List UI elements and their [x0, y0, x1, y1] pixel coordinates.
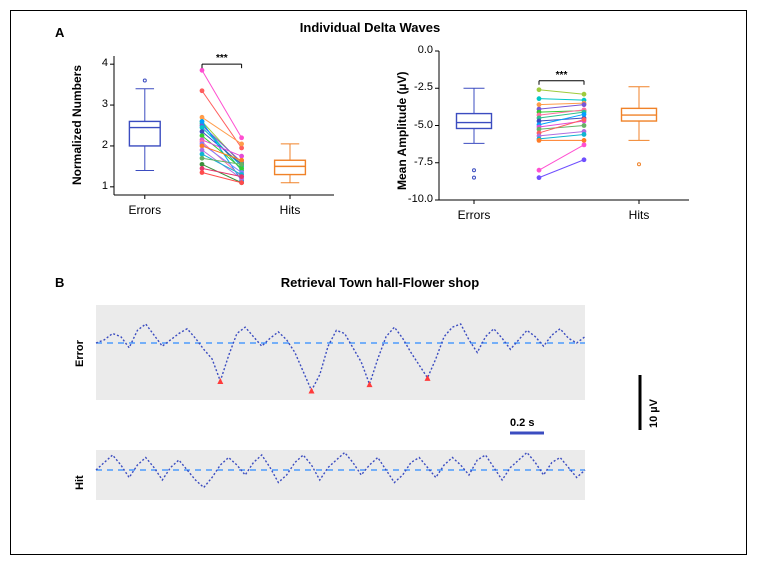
figure-page: A Individual Delta Waves ***1234Normaliz… — [0, 0, 757, 565]
panel-a-title: Individual Delta Waves — [240, 20, 500, 35]
chart-left: ***1234Normalized NumbersErrorsHits — [70, 50, 340, 225]
xtick-label: Hits — [594, 208, 684, 222]
panel-a-letter: A — [55, 25, 64, 40]
chart-right: ***-10.0-7.5-5.0-2.50.0Mean Amplitude (µ… — [395, 45, 695, 230]
xtick-label: Hits — [245, 203, 335, 217]
ytick-label: -10.0 — [395, 193, 433, 205]
y-axis-label: Normalized Numbers — [70, 65, 84, 185]
amp-scale-label: 10 µV — [648, 399, 660, 428]
xtick-label: Errors — [100, 203, 190, 217]
y-axis-label: Mean Amplitude (µV) — [395, 72, 409, 190]
xtick-label: Errors — [429, 208, 519, 222]
ytick-label: 0.0 — [395, 44, 433, 56]
panel-b: ErrorHit0.2 s10 µV — [60, 295, 700, 540]
panel-b-letter: B — [55, 275, 64, 290]
time-scale-label: 0.2 s — [510, 417, 534, 429]
panel-b-title: Retrieval Town hall-Flower shop — [230, 275, 530, 290]
svg-text:***: *** — [216, 53, 228, 64]
svg-text:***: *** — [556, 70, 568, 81]
